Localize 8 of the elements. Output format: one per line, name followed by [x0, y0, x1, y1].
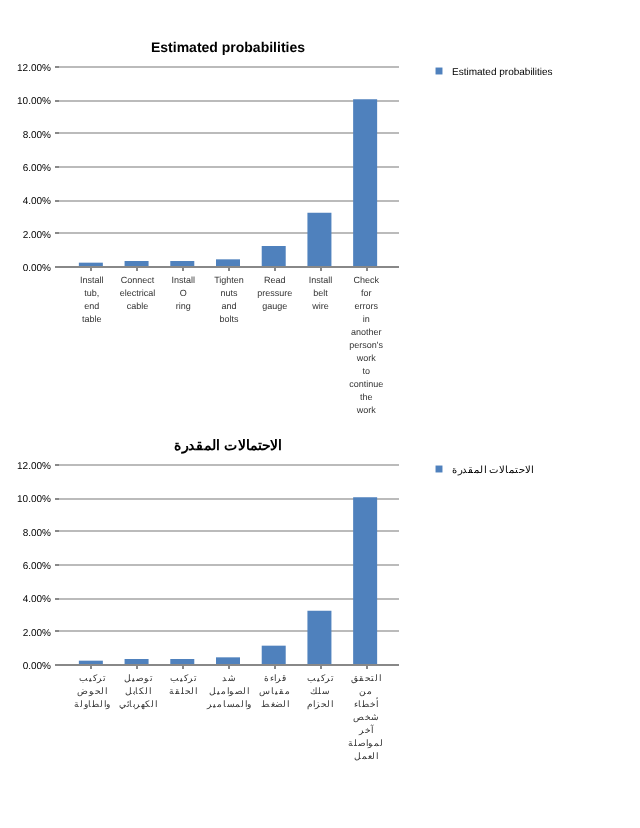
bar: [307, 610, 332, 664]
bar: [307, 212, 332, 266]
bar: [216, 657, 240, 664]
bar: [216, 259, 240, 266]
bar: [261, 645, 286, 664]
bar: [353, 99, 378, 266]
bar: [261, 246, 286, 266]
bar: [353, 497, 378, 664]
